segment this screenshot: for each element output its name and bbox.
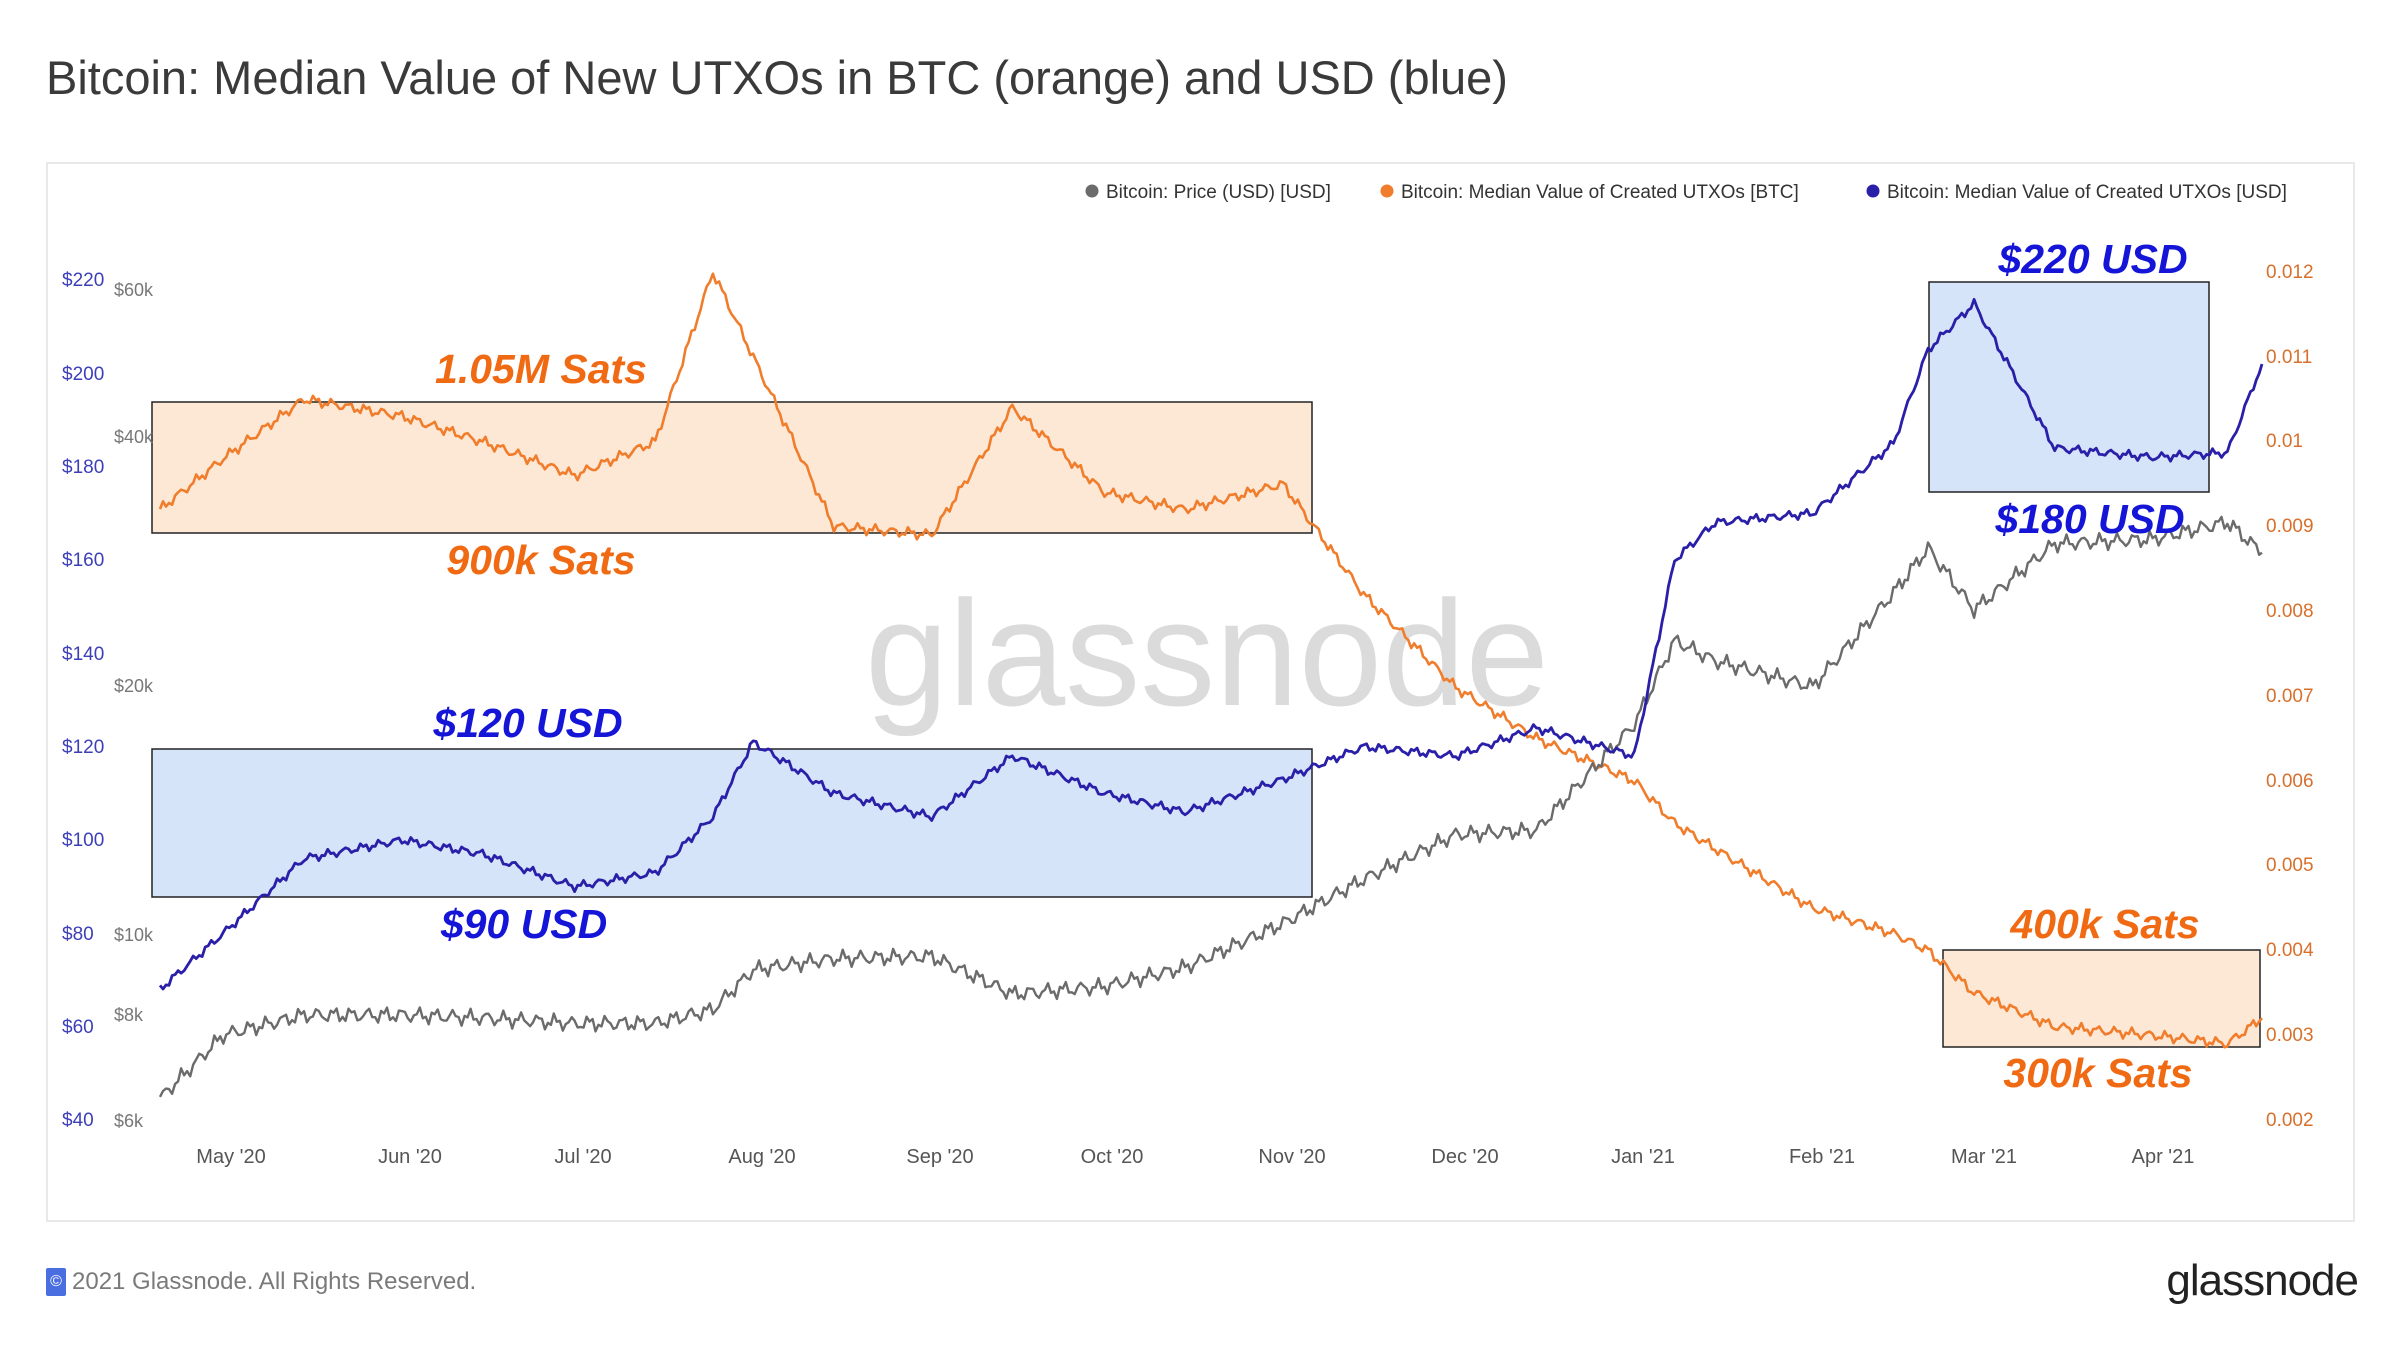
usd-tick-label: $200 [62,364,104,385]
usd-tick-label: $100 [62,830,104,851]
legend-price-swatch [1085,184,1099,198]
annot-blue-right-high: $220 USD [1997,236,2187,282]
usd-tick-label: $80 [62,924,94,945]
btc-tick-label: 0.012 [2266,262,2314,283]
annot-orange-right-high: 400k Sats [2009,901,2199,947]
x-tick-label: Jan '21 [1611,1146,1675,1168]
x-tick-label: Dec '20 [1431,1146,1498,1168]
copyright-text: 2021 Glassnode. All Rights Reserved. [72,1268,477,1295]
x-tick-label: Oct '20 [1081,1146,1144,1168]
annot-blue-mid-low: $90 USD [440,901,607,947]
usd-tick-label: $120 [62,737,104,758]
footer-copyright: © 2021 Glassnode. All Rights Reserved. [46,1268,476,1296]
price-tick-label: $40k [114,427,154,447]
axis-ticks: $40 $60 $80 $100 $120 $140 $160 $180 $200 $220 $6k… [62,262,2314,1168]
price-tick-label: $6k [114,1111,144,1131]
annot-orange-top-high: 1.05M Sats [435,346,647,392]
series-line-price [158,515,2263,1098]
usd-tick-label: $140 [62,644,104,665]
legend: Bitcoin: Price (USD) [USD] Bitcoin: Media… [1085,182,2287,203]
x-tick-label: Feb '21 [1789,1146,1855,1168]
series-lines [158,272,2264,1098]
series-line-btc [158,272,2263,1049]
box-blue-left [151,748,1313,898]
usd-tick-label: $180 [62,457,104,478]
x-tick-label: Aug '20 [728,1146,795,1168]
legend-usd-swatch [1866,184,1880,198]
btc-tick-label: 0.011 [2266,347,2312,368]
legend-btc-label: Bitcoin: Median Value of Created UTXOs [… [1401,182,1799,203]
btc-tick-label: 0.006 [2266,771,2314,792]
brand-logo: glassnode [2166,1256,2359,1305]
copyright-icon: © [46,1268,66,1296]
series-line-usd [158,297,2264,991]
x-tick-label: Sep '20 [906,1146,973,1168]
usd-tick-label: $40 [62,1110,94,1131]
x-tick-label: Jul '20 [554,1146,611,1168]
usd-tick-label: $220 [62,270,104,291]
btc-tick-label: 0.007 [2266,686,2314,707]
usd-tick-label: $60 [62,1017,94,1038]
watermark: glassnode [865,569,1549,737]
box-blue-right [1928,281,2210,493]
x-tick-label: May '20 [196,1146,265,1168]
x-tick-label: Nov '20 [1258,1146,1325,1168]
usd-tick-label: $160 [62,550,104,571]
legend-price-label: Bitcoin: Price (USD) [USD] [1106,182,1331,203]
btc-tick-label: 0.004 [2266,940,2314,961]
legend-usd-label: Bitcoin: Median Value of Created UTXOs [… [1887,182,2287,203]
price-tick-label: $20k [114,676,154,696]
chart-frame [46,162,2355,1222]
legend-btc-swatch [1380,184,1394,198]
annot-blue-mid-high: $120 USD [432,700,622,746]
highlight-boxes [151,281,2261,1048]
btc-tick-label: 0.002 [2266,1110,2314,1131]
annot-blue-right-low: $180 USD [1994,496,2184,542]
x-tick-label: Jun '20 [378,1146,442,1168]
x-tick-label: Apr '21 [2132,1146,2195,1168]
btc-tick-label: 0.009 [2266,516,2314,537]
chart-title: Bitcoin: Median Value of New UTXOs in BT… [46,51,1508,104]
btc-tick-label: 0.008 [2266,601,2314,622]
btc-tick-label: 0.005 [2266,855,2314,876]
btc-tick-label: 0.01 [2266,431,2303,452]
btc-tick-label: 0.003 [2266,1025,2314,1046]
box-orange-left [151,401,1313,534]
annot-orange-right-low: 300k Sats [2003,1050,2192,1096]
annot-orange-top-low: 900k Sats [446,537,635,583]
x-tick-label: Mar '21 [1951,1146,2017,1168]
price-tick-label: $8k [114,1005,144,1025]
price-tick-label: $10k [114,925,154,945]
annotations: 1.05M Sats 900k Sats $120 USD $90 USD $220 U… [432,236,2199,1096]
price-tick-label: $60k [114,280,154,300]
